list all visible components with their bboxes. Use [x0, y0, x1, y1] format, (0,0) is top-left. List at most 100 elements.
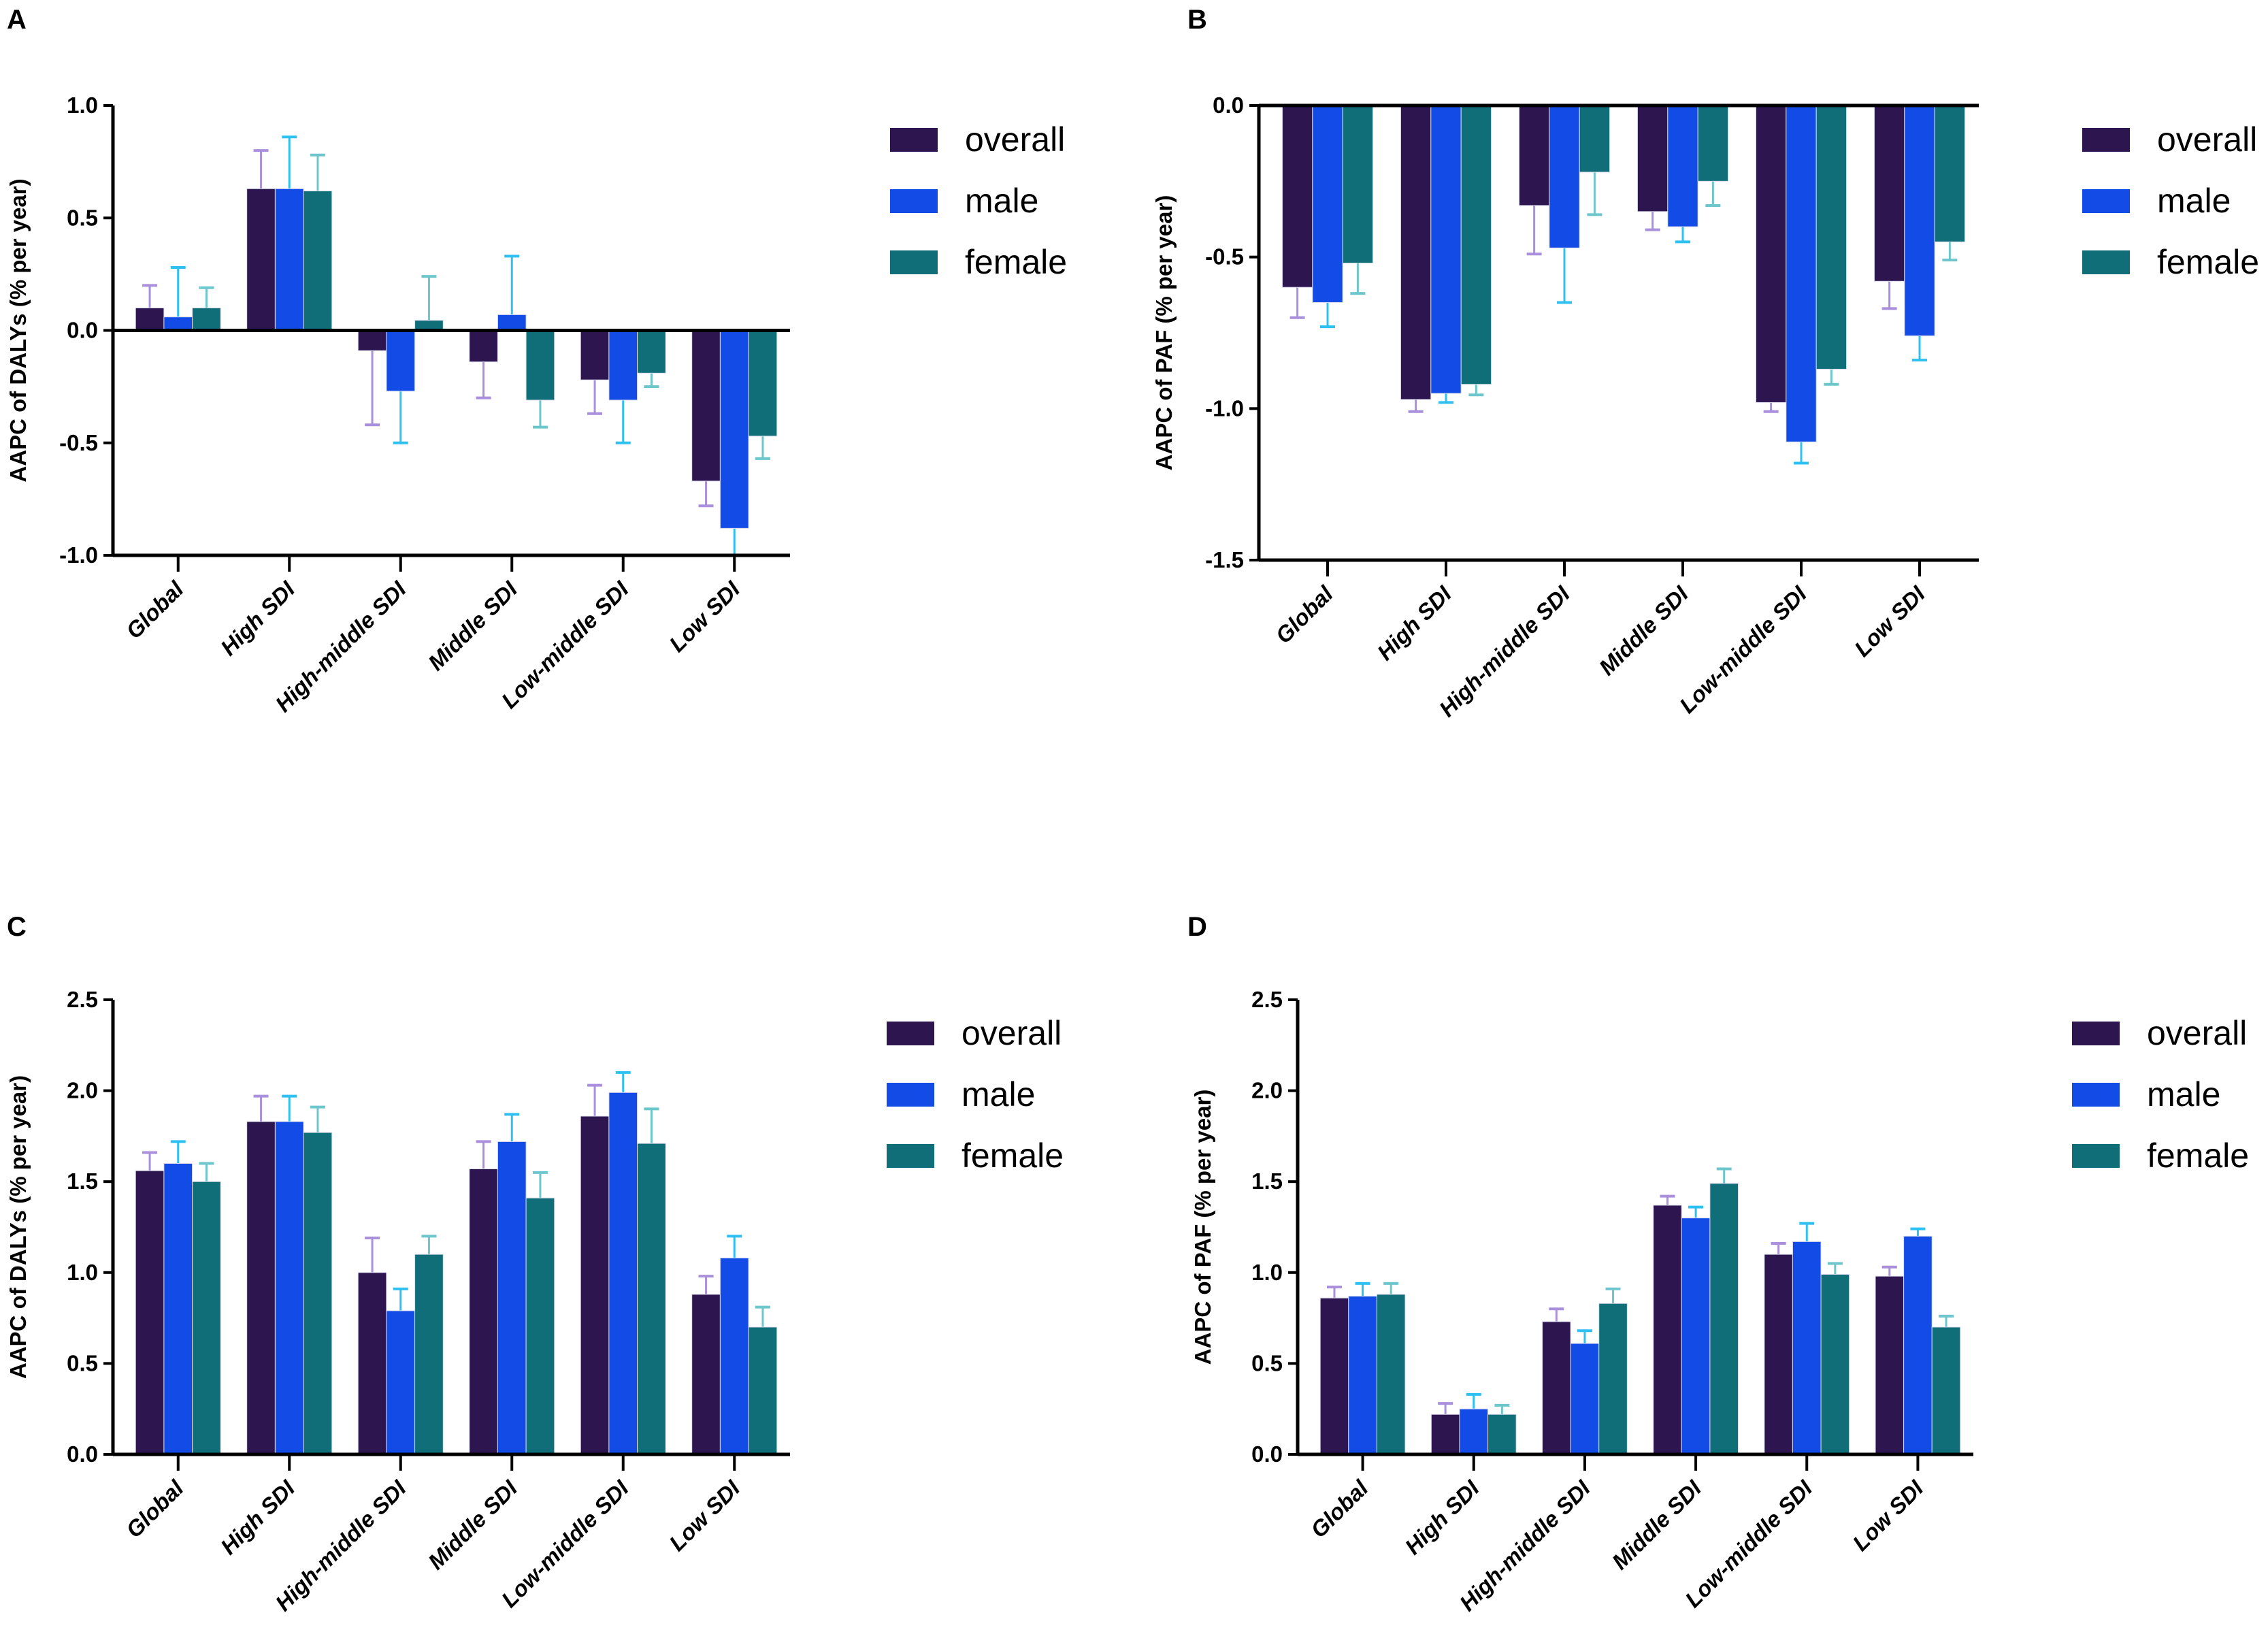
x-tick-label: High SDI — [1373, 581, 1457, 665]
bar-overall — [135, 307, 165, 331]
bar-male — [274, 188, 304, 331]
bar-male — [163, 316, 193, 331]
y-tick-label: 1.0 — [67, 93, 98, 118]
bar-female — [414, 1254, 444, 1455]
bar-female — [525, 1197, 555, 1455]
bar-overall — [357, 1272, 387, 1455]
y-axis-title: AAPC of DALYs (% per year) — [5, 178, 31, 482]
legend: overall male female — [2082, 120, 2259, 281]
legend: overall male female — [2072, 1014, 2249, 1175]
x-tick-label: Global — [121, 576, 188, 643]
y-tick-label: 2.0 — [1251, 1078, 1283, 1103]
bar-male — [497, 1141, 527, 1455]
panel-letter: D — [1187, 912, 1207, 942]
legend-swatch-male — [890, 189, 938, 213]
bar-female — [637, 1143, 666, 1455]
bar-male — [1903, 1235, 1933, 1455]
bar-overall — [469, 1168, 498, 1455]
legend-swatch-overall — [2082, 128, 2130, 152]
y-axis-title: AAPC of PAF (% per year) — [1151, 195, 1177, 471]
bar-female — [1934, 105, 1966, 242]
bar-overall — [1875, 1275, 1905, 1455]
bar-female — [192, 1181, 221, 1455]
x-tick-label: Low-middle SDI — [1675, 581, 1812, 718]
panel-letter: A — [7, 5, 27, 35]
y-tick-label: -0.5 — [59, 430, 98, 455]
bar-female — [748, 1326, 778, 1455]
bar-overall — [1755, 105, 1787, 403]
legend: overall male female — [887, 1014, 1064, 1175]
bar-male — [163, 1162, 193, 1455]
panel-a: A 1.0 0.5 0.0 -0.5 -1.0 AAPC of DALYs (% per y… — [5, 5, 1067, 717]
y-axis-title: AAPC of PAF (% per year) — [1190, 1090, 1215, 1365]
bar-female — [303, 1132, 333, 1455]
bar-male — [719, 1257, 749, 1455]
bar-female — [192, 307, 221, 331]
legend-label-overall: overall — [962, 1014, 1062, 1052]
bar-male — [274, 1121, 304, 1455]
bar-female — [1598, 1303, 1628, 1455]
bar-male — [1430, 105, 1462, 394]
y-tick-label: 2.5 — [67, 987, 98, 1012]
legend: overall male female — [890, 120, 1067, 281]
legend-swatch-male — [2082, 189, 2130, 213]
x-tick-label: Global — [1270, 581, 1338, 648]
panel-c: C 2.5 2.0 1.5 1.0 0.5 0.0 AAPC of DALYs (% per … — [5, 912, 1064, 1616]
bar-male — [1549, 105, 1580, 248]
bar-overall — [469, 330, 498, 363]
bar-overall — [1542, 1321, 1571, 1455]
bar-male — [497, 314, 527, 331]
bar-overall — [1518, 105, 1550, 206]
legend-swatch-female — [890, 250, 938, 274]
legend-swatch-male — [2072, 1083, 2120, 1107]
y-tick-label: 0.0 — [1213, 93, 1244, 118]
bar-male — [1570, 1343, 1600, 1455]
legend-swatch-female — [2072, 1144, 2120, 1168]
legend-swatch-overall — [890, 128, 938, 152]
bar-overall — [1400, 105, 1432, 400]
x-tick-label: Global — [1306, 1475, 1373, 1542]
legend-label-male: male — [965, 182, 1038, 220]
legend-label-female: female — [2157, 243, 2259, 281]
x-tick-label: High SDI — [216, 1475, 300, 1559]
bar-male — [1681, 1218, 1711, 1455]
bar-overall — [580, 330, 610, 380]
x-tick-label: Global — [121, 1475, 188, 1542]
bar-male — [608, 1092, 638, 1455]
legend-swatch-overall — [2072, 1022, 2120, 1045]
bar-female — [1697, 105, 1729, 182]
bar-female — [1342, 105, 1374, 264]
y-tick-label: 0.0 — [67, 318, 98, 343]
x-tick-label: Middle SDI — [423, 576, 523, 675]
legend-swatch-male — [887, 1083, 934, 1107]
panel-letter: C — [7, 912, 27, 942]
bar-overall — [1637, 105, 1669, 212]
legend-label-overall: overall — [965, 120, 1065, 159]
legend-label-male: male — [2157, 182, 2231, 220]
y-tick-label: 0.5 — [67, 1350, 98, 1375]
x-tick-label: Low SDI — [1847, 1475, 1928, 1556]
y-tick-label: 2.5 — [1251, 987, 1283, 1012]
legend-swatch-female — [887, 1144, 934, 1168]
legend-swatch-overall — [887, 1022, 934, 1045]
x-tick-label: Low SDI — [664, 576, 745, 657]
legend-label-female: female — [962, 1137, 1064, 1175]
bar-female — [1709, 1183, 1739, 1455]
bar-male — [719, 330, 749, 529]
y-tick-label: 1.0 — [67, 1260, 98, 1285]
x-tick-label: Middle SDI — [423, 1475, 523, 1574]
y-tick-label: -1.0 — [59, 542, 98, 568]
x-tick-label: Low SDI — [664, 1475, 745, 1556]
bar-overall — [1430, 1414, 1460, 1455]
legend-label-female: female — [965, 243, 1067, 281]
bar-male — [1904, 105, 1935, 336]
bar-female — [748, 330, 778, 437]
bar-male — [1348, 1296, 1377, 1455]
y-tick-label: 1.5 — [67, 1169, 98, 1194]
bar-overall — [135, 1170, 165, 1455]
bar-overall — [580, 1115, 610, 1455]
legend-label-overall: overall — [2147, 1014, 2247, 1052]
panel-letter: B — [1187, 5, 1207, 35]
bar-female — [1931, 1326, 1961, 1455]
